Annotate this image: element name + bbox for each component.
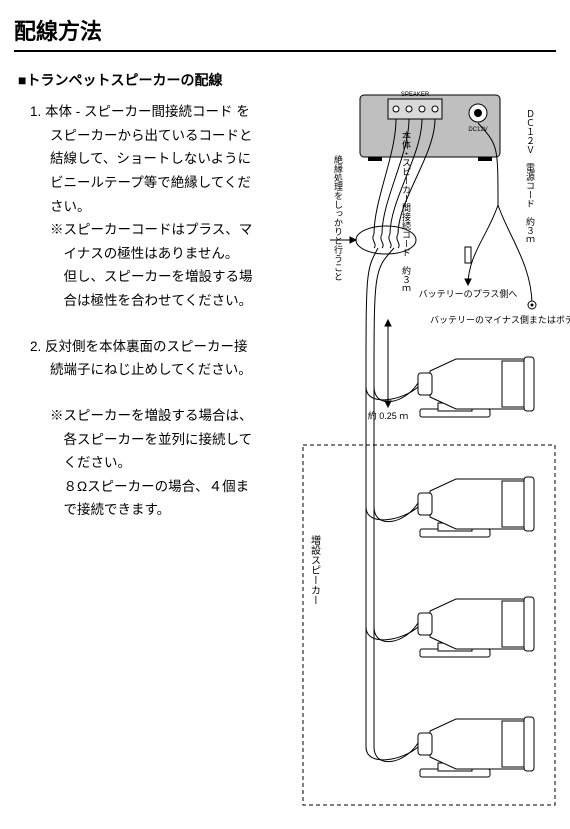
instruction-2: 2. 反対側を本体裏面のスピーカー接 続端子にねじ止めしてください。 bbox=[30, 335, 295, 382]
item3-l4: で接続できます。 bbox=[30, 498, 295, 522]
item1-l2: 結線して、ショートしないように bbox=[30, 147, 295, 171]
section-heading: ■トランペットスピーカーの配線 bbox=[0, 70, 570, 90]
item1-l1: スピーカーから出ているコードと bbox=[30, 124, 295, 148]
item2-num: 2. bbox=[30, 339, 41, 354]
item1-l6: イナスの極性はありません。 bbox=[30, 242, 295, 266]
svg-text:SPEAKER: SPEAKER bbox=[401, 92, 430, 98]
item3-l3: ８Ωスピーカーの場合、４個ま bbox=[30, 475, 295, 499]
item1-l4: さい。 bbox=[30, 195, 295, 219]
svg-text:約 0.25 ｍ: 約 0.25 ｍ bbox=[368, 410, 409, 421]
item1-l8: 合は極性を合わせてください。 bbox=[30, 289, 295, 313]
item1-l7: 但し、スピーカーを増設する場 bbox=[30, 265, 295, 289]
svg-text:ＤＣ１２Ｖ 電源コード 約３ｍ: ＤＣ１２Ｖ 電源コード 約３ｍ bbox=[525, 109, 535, 244]
item2-l0: 反対側を本体裏面のスピーカー接 bbox=[45, 339, 248, 354]
instruction-column: 1. 本体 - スピーカー間接続コード を スピーカーから出ているコードと 結線… bbox=[30, 100, 295, 522]
item2-l1: 続端子にねじ止めしてください。 bbox=[30, 358, 295, 382]
wiring-diagram: SPEAKERDC12V約 0.25 ｍバッテリーのプラス側へバッテリーのマイナ… bbox=[300, 95, 560, 815]
item1-l3: ビニールテープ等で絶縁してくだ bbox=[30, 171, 295, 195]
item1-num: 1. bbox=[30, 104, 41, 119]
instruction-3: ※スピーカーを増設する場合は、 各スピーカーを並列に接続して ください。 ８Ωス… bbox=[30, 404, 295, 522]
diagram-svg: SPEAKERDC12V約 0.25 ｍバッテリーのプラス側へバッテリーのマイナ… bbox=[300, 95, 560, 815]
item3-l2: ください。 bbox=[30, 451, 295, 475]
svg-text:バッテリーのマイナス側またはボデーアースへ: バッテリーのマイナス側またはボデーアースへ bbox=[430, 314, 570, 325]
item1-l0: 本体 - スピーカー間接続コード を bbox=[45, 104, 250, 119]
svg-text:絶縁処理をしっかりと行うこと: 絶縁処理をしっかりと行うこと bbox=[333, 154, 343, 281]
svg-text:増設スピーカー: 増設スピーカー bbox=[309, 534, 321, 605]
title-rule bbox=[14, 50, 556, 52]
svg-text:バッテリーのプラス側へ: バッテリーのプラス側へ bbox=[419, 288, 518, 299]
item3-l1: 各スピーカーを並列に接続して bbox=[30, 428, 295, 452]
item3-l0: ※スピーカーを増設する場合は、 bbox=[30, 404, 295, 428]
page-title: 配線方法 bbox=[0, 0, 570, 50]
item1-l5: ※スピーカーコードはプラス、マ bbox=[30, 218, 295, 242]
instruction-1: 1. 本体 - スピーカー間接続コード を スピーカーから出ているコードと 結線… bbox=[30, 100, 295, 313]
svg-text:本体・スピーカー間接続コード 約３ｍ: 本体・スピーカー間接続コード 約３ｍ bbox=[401, 130, 411, 293]
